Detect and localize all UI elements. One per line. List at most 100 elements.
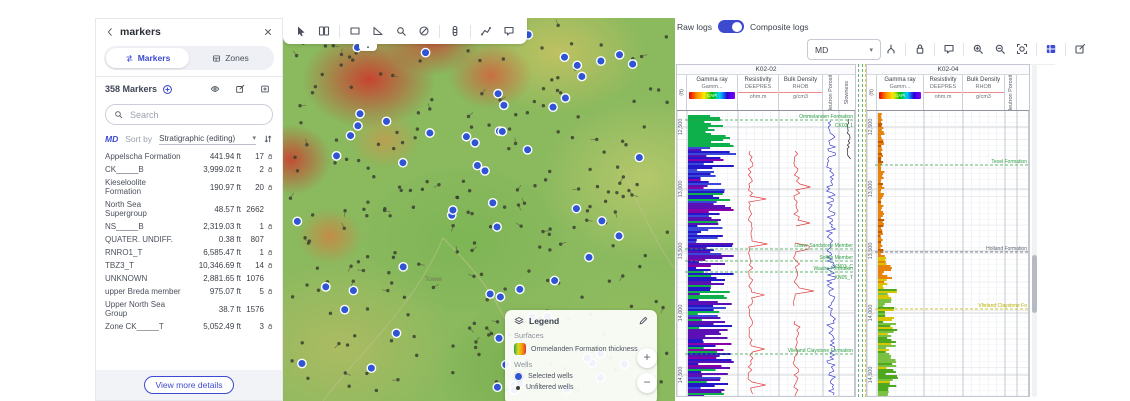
selected-well[interactable] [498, 100, 509, 111]
selected-well[interactable] [495, 292, 506, 302]
selected-well[interactable] [596, 216, 607, 226]
comment-button[interactable] [941, 41, 957, 57]
track-header[interactable]: Bulk Density RHOB g/cm3 [963, 75, 1005, 110]
selected-well[interactable] [470, 137, 480, 148]
map-view[interactable]: ▴ Tower Legend Surfaces Ommelanden Forma… [283, 18, 675, 401]
selected-well[interactable] [297, 358, 307, 369]
search-input[interactable] [128, 108, 264, 121]
selected-well[interactable] [485, 289, 496, 299]
selected-well[interactable] [366, 363, 377, 374]
selected-well[interactable] [549, 275, 560, 286]
view-more-details-button[interactable]: View more details [143, 376, 235, 394]
selected-well[interactable] [634, 152, 645, 163]
selected-well[interactable] [461, 131, 472, 142]
rect-select-button[interactable] [347, 23, 363, 39]
selected-well[interactable] [352, 120, 363, 131]
selected-well[interactable] [292, 216, 303, 227]
selected-well[interactable] [559, 52, 570, 63]
log-panel-K02-02[interactable]: K02-02 (ft) Gamma ray Gamm... GAPI Resistivit… [676, 64, 856, 397]
depth-ref-select[interactable]: MD ▾ [807, 39, 881, 60]
selected-well[interactable] [492, 382, 503, 393]
marker-row[interactable]: RNRO1_T 6,585.47 ft 1 [96, 246, 282, 259]
cursor-button[interactable] [293, 23, 309, 39]
selected-well[interactable] [584, 252, 594, 263]
selected-well[interactable] [493, 88, 503, 99]
selected-well[interactable] [320, 281, 331, 292]
marker-row[interactable]: UNKNOWN 2,881.65 ft 1076 [96, 272, 282, 285]
selected-well[interactable] [572, 60, 583, 71]
marker-row[interactable]: NS_____B 2,319.03 ft 1 [96, 220, 282, 233]
edit-button[interactable] [232, 81, 248, 97]
back-icon[interactable] [105, 27, 115, 37]
polyline-button[interactable] [478, 23, 494, 39]
marker-row[interactable]: Upper North Sea Group 38.7 ft 1576 [96, 298, 282, 320]
track-header[interactable]: Slowness [844, 80, 850, 105]
map-canvas[interactable] [283, 18, 675, 401]
selected-well[interactable] [614, 231, 624, 241]
zoom-window-button[interactable] [1014, 41, 1030, 57]
add-card-button[interactable] [257, 81, 273, 97]
table-button[interactable] [1043, 41, 1059, 57]
selected-well[interactable] [571, 203, 582, 214]
add-marker-icon[interactable] [162, 84, 173, 95]
zoom-in-button[interactable] [970, 41, 986, 57]
selected-well[interactable] [381, 116, 392, 127]
sort-select[interactable]: Stratigraphic (editing) ▾ [159, 134, 256, 145]
map-zoom-out-button[interactable]: − [637, 373, 657, 393]
selected-well[interactable] [595, 56, 606, 66]
zoom-out-button[interactable] [992, 41, 1008, 57]
marker-row[interactable]: CK_____B 3,999.02 ft 2 [96, 163, 282, 176]
selected-well[interactable] [447, 205, 458, 215]
marker-row[interactable]: Kieseloolite Formation 190.97 ft 20 [96, 176, 282, 198]
map-zoom-in-button[interactable]: + [637, 348, 657, 368]
layers-button[interactable] [316, 23, 332, 39]
selected-well[interactable] [487, 197, 498, 208]
selected-well[interactable] [548, 102, 558, 113]
track-header[interactable]: Gamma ray Gamm... GAPI [687, 75, 738, 110]
comment-button[interactable] [501, 23, 517, 39]
selected-well[interactable] [480, 165, 490, 176]
marker-row[interactable]: Zone CK_____T 5,052.49 ft 3 [96, 320, 282, 333]
selected-well[interactable] [348, 285, 359, 296]
selected-well[interactable] [576, 71, 587, 82]
well-correlation-button[interactable] [447, 23, 463, 39]
marker-row[interactable]: Appelscha Formation 441.94 ft 17 [96, 150, 282, 163]
selected-well[interactable] [420, 47, 431, 58]
eye-button[interactable] [207, 81, 223, 97]
split-button[interactable] [883, 41, 899, 57]
selected-well[interactable] [560, 93, 571, 103]
marker-row[interactable]: upper Breda member 975.07 ft 5 [96, 285, 282, 298]
marker-row[interactable]: QUATER. UNDIFF. 0.38 ft 807 [96, 233, 282, 246]
marker-row[interactable]: TBZ3_T 10,346.69 ft 14 [96, 259, 282, 272]
selected-well[interactable] [494, 333, 504, 344]
edit-button[interactable] [1072, 41, 1088, 57]
selected-well[interactable] [627, 59, 638, 69]
track-header[interactable] [1017, 75, 1029, 110]
track-header[interactable]: Resistivity DEEPRES ohm.m [924, 75, 963, 110]
track-header[interactable]: Bulk Density RHOB g/cm3 [779, 75, 823, 110]
selected-well[interactable] [614, 49, 625, 60]
logs-toggle[interactable] [717, 20, 744, 33]
selected-well[interactable] [424, 128, 435, 138]
track-header[interactable]: Neutron Porosity [1005, 75, 1017, 110]
selected-well[interactable] [339, 304, 350, 315]
selected-well[interactable] [492, 222, 502, 232]
selected-well[interactable] [514, 284, 525, 295]
protractor-button[interactable] [370, 23, 386, 39]
marker-row[interactable]: North Sea Supergroup 48.57 ft 2662 [96, 198, 282, 220]
lock-button[interactable] [912, 41, 928, 57]
track-header[interactable]: Resistivity DEEPRES ohm.m [738, 75, 779, 110]
selected-well[interactable] [522, 144, 533, 155]
tab-zones[interactable]: Zones [189, 48, 272, 68]
scrollbar-thumb[interactable] [1032, 255, 1037, 313]
track-header[interactable]: Gamma ray Gamm... GAPI [877, 75, 924, 110]
toolbar-collapse-handle[interactable]: ▴ [359, 44, 377, 51]
close-icon[interactable] [263, 27, 273, 37]
selected-well[interactable] [345, 130, 356, 141]
zoom-area-button[interactable] [393, 23, 409, 39]
selected-well[interactable] [331, 150, 342, 161]
sort-direction-icon[interactable] [263, 134, 273, 144]
selected-well[interactable] [472, 160, 483, 171]
clear-selection-button[interactable] [416, 23, 432, 39]
selected-well[interactable] [397, 157, 408, 168]
